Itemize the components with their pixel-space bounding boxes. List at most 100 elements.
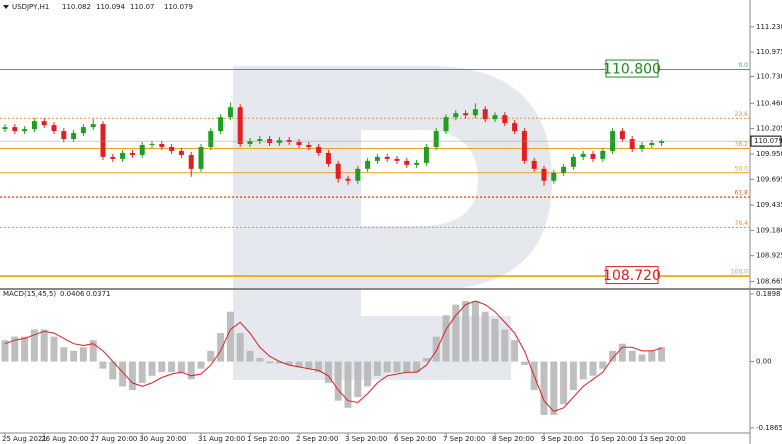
candle-body: [394, 158, 400, 161]
fib-level-label: 50.0: [735, 165, 749, 172]
candle-body: [169, 146, 175, 151]
x-tick-label: 6 Sep 20:00: [394, 435, 436, 443]
symbol: USDJPY,H1: [12, 3, 49, 11]
macd-bar: [256, 357, 264, 362]
macd-bar: [148, 361, 156, 376]
candle-body: [159, 144, 165, 147]
candle-body: [276, 140, 282, 144]
macd-bar: [60, 347, 68, 362]
candle-body: [2, 127, 8, 130]
candle-body: [423, 146, 429, 163]
macd-bar: [383, 361, 391, 373]
candle-body: [61, 131, 67, 140]
macd-bar: [373, 361, 381, 376]
macd-bar: [119, 361, 127, 387]
macd-bar: [1, 340, 9, 362]
candle-body: [345, 178, 351, 181]
candle-body: [325, 152, 331, 164]
macd-bar: [422, 357, 430, 362]
macd-bar: [393, 361, 401, 373]
candle-body: [188, 154, 194, 169]
candle-body: [521, 131, 527, 161]
candle-body: [355, 168, 361, 181]
macd-bar: [511, 340, 519, 362]
macd-bar: [266, 361, 274, 364]
macd-bar: [236, 333, 244, 362]
candle-body: [247, 141, 253, 144]
macd-bar: [30, 329, 38, 362]
macd-bar: [432, 336, 440, 362]
x-tick-label: 31 Aug 20:00: [198, 435, 245, 443]
x-tick-label: 10 Sep 20:00: [590, 435, 637, 443]
candle-body: [90, 124, 96, 128]
price-box: [605, 59, 659, 78]
price-box-label: 110.800: [603, 62, 661, 78]
macd-bar: [11, 336, 19, 362]
candle-body: [257, 139, 263, 142]
price-box-label: 108.720: [603, 268, 661, 284]
y-tick-label: 110.460: [756, 99, 782, 107]
x-tick-label: 3 Sep 20:00: [345, 435, 387, 443]
x-tick-label: 25 Aug 2021: [2, 435, 47, 443]
macd-bar: [599, 361, 607, 369]
candle-body: [629, 139, 635, 149]
candle-body: [659, 141, 665, 144]
candle-body: [472, 109, 478, 116]
macd-bar: [40, 329, 48, 362]
candle-body: [453, 113, 459, 118]
current-price-label: 110.079: [754, 137, 782, 145]
candle-body: [110, 156, 116, 159]
x-tick-label: 2 Sep 20:00: [296, 435, 338, 443]
macd-bar: [354, 361, 362, 398]
fib-level-label: 23.6: [735, 111, 749, 118]
candle-body: [100, 124, 106, 157]
candle-body: [296, 142, 302, 145]
macd-bar: [364, 361, 372, 387]
candle-body: [335, 163, 341, 179]
x-tick-label: 8 Sep 20:00: [492, 435, 534, 443]
macd-bar: [128, 361, 136, 391]
candle-body: [414, 162, 420, 165]
macd-bar: [305, 361, 313, 369]
macd-bar: [569, 361, 577, 391]
macd-bar: [520, 361, 528, 366]
macd-bar: [648, 350, 656, 362]
y-tick-label: 108.925: [756, 252, 782, 260]
x-tick-label: 7 Sep 20:00: [443, 435, 485, 443]
macd-signal-line: [4, 300, 662, 412]
macd-bar: [138, 361, 146, 383]
x-tick-label: 27 Aug 20:00: [90, 435, 137, 443]
macd-bar: [246, 350, 254, 362]
candle-body: [51, 125, 57, 132]
macd-bar: [618, 343, 626, 362]
candle-body: [71, 133, 77, 140]
macd-y-tick-label: 0.00: [756, 358, 772, 366]
candle-body: [129, 152, 135, 155]
header-value: 110.082: [62, 3, 91, 11]
fib-level-label: 61.8: [735, 190, 749, 197]
candle-body: [580, 153, 586, 157]
macd-bar: [491, 318, 499, 362]
y-tick-label: 109.435: [756, 201, 782, 209]
macd-bar: [315, 361, 323, 373]
macd-value: 0.0406: [60, 290, 85, 298]
candle-body: [306, 144, 312, 147]
macd-bar: [540, 361, 548, 415]
macd-y-tick-label: -0.1865: [756, 424, 782, 432]
macd-bar: [21, 336, 29, 362]
candle-body: [208, 131, 214, 147]
macd-bar: [334, 361, 342, 401]
candle-body: [463, 113, 469, 116]
x-tick-label: 1 Sep 20:00: [247, 435, 289, 443]
menu-arrow: [3, 5, 9, 9]
macd-bar: [324, 361, 332, 383]
macd-bar: [168, 361, 176, 373]
candle-body: [443, 117, 449, 132]
macd-name: MACD(15,45,5): [3, 290, 56, 298]
candle-body: [561, 166, 567, 173]
macd-bar: [442, 315, 450, 362]
macd-value: 0.0371: [86, 290, 111, 298]
candle-body: [600, 150, 606, 159]
candle-body: [80, 127, 86, 134]
